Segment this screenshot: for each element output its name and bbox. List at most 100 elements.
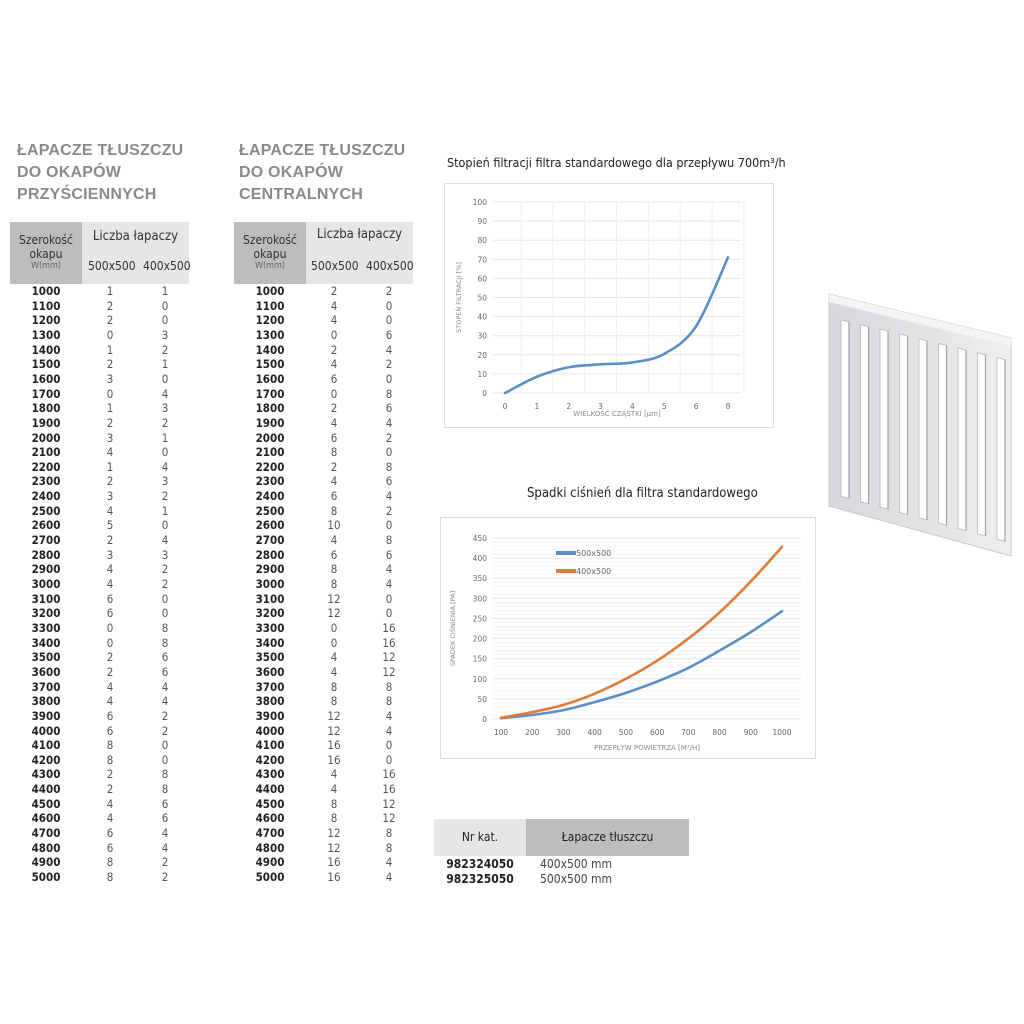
table-row: 4300 4 16 (234, 767, 413, 781)
filter-slot (996, 357, 1006, 542)
grease-filter-image (828, 293, 1012, 557)
table-row: 4500 4 6 (10, 797, 189, 811)
legend-label: 500x500 (576, 549, 611, 558)
count-header: Liczba łapaczy 500x500 400x500 (306, 222, 414, 284)
count-label: Liczba łapaczy (92, 229, 179, 244)
count-400x500: 2 (161, 708, 169, 723)
count-400x500: 4 (385, 723, 393, 738)
table-row: 1600 3 0 (10, 372, 189, 386)
count-500x500: 12 (327, 723, 341, 738)
width-value: 4300 (31, 767, 61, 782)
count-400x500: 6 (385, 327, 393, 342)
table-row: 1100 2 0 (10, 299, 189, 313)
count-500x500: 0 (330, 635, 338, 650)
width-value: 1600 (255, 371, 285, 386)
count-500x500: 4 (106, 445, 114, 460)
count-400x500: 0 (161, 445, 169, 460)
width-value: 3200 (31, 606, 61, 621)
count-500x500: 3 (106, 489, 114, 504)
x-tick-label: 2 (566, 402, 571, 411)
count-400x500: 0 (385, 313, 393, 328)
table-row: 1800 2 6 (234, 401, 413, 415)
count-500x500: 6 (106, 606, 114, 621)
count-400x500: 0 (161, 591, 169, 606)
width-value: 5000 (255, 870, 285, 884)
catalog-product: 400x500 mm (540, 857, 613, 871)
x-tick-label: 600 (650, 728, 665, 737)
table-row: 4900 8 2 (10, 855, 189, 869)
y-tick-label: 450 (473, 534, 488, 543)
count-400x500: 0 (161, 738, 169, 753)
width-value: 1700 (255, 386, 285, 401)
y-axis-label: STOPEŃ FILTRACJI [%] (454, 262, 463, 333)
width-value: 4500 (255, 796, 285, 811)
count-500x500: 6 (106, 708, 114, 723)
width-value: 2400 (31, 489, 61, 504)
chart1-box: 0 10 20 30 40 50 60 70 80 90 100 0 1 2 3 4 5 6 8 WIELKOŚĆ C… (444, 183, 774, 428)
width-value: 3300 (255, 620, 285, 635)
filtration-chart: 0 10 20 30 40 50 60 70 80 90 100 0 1 2 3 4 5 6 8 WIELKOŚĆ C… (454, 198, 745, 418)
count-400x500: 0 (385, 445, 393, 460)
width-value: 4400 (255, 782, 285, 797)
width-value: 3800 (255, 694, 285, 709)
width-value: 3000 (31, 577, 61, 591)
width-value: 3600 (255, 664, 285, 679)
width-value: 3900 (255, 708, 285, 723)
count-500x500: 12 (327, 606, 341, 621)
width-value: 2500 (31, 503, 61, 518)
x-tick-label: 200 (525, 728, 540, 737)
count-400x500: 8 (385, 694, 393, 709)
count-500x500: 8 (106, 855, 114, 870)
count-500x500: 8 (330, 577, 338, 591)
table-row: 1300 0 6 (234, 328, 413, 342)
count-500x500: 0 (106, 620, 114, 635)
count-500x500: 2 (106, 357, 114, 372)
table-row: 4500 8 12 (234, 797, 413, 811)
width-value: 1300 (255, 327, 285, 342)
count-500x500: 6 (330, 547, 338, 562)
count-400x500: 0 (385, 518, 393, 533)
count-500x500: 4 (330, 357, 338, 372)
count-500x500: 2 (106, 415, 114, 430)
count-400x500: 4 (385, 562, 393, 577)
x-tick-label: 100 (494, 728, 509, 737)
width-value: 2200 (255, 459, 285, 474)
count-500x500: 8 (330, 562, 338, 577)
width-value: 1400 (255, 342, 285, 357)
count-500x500: 2 (330, 401, 338, 416)
table-row: 4400 4 16 (234, 782, 413, 796)
count-400x500: 3 (161, 401, 169, 416)
count-400x500: 2 (385, 284, 393, 298)
count-400x500: 6 (161, 664, 169, 679)
table-row: 2300 4 6 (234, 474, 413, 488)
width-value: 3700 (31, 679, 61, 694)
count-500x500: 2 (106, 664, 114, 679)
width-value: 1900 (31, 415, 61, 430)
count-500x500: 6 (330, 371, 338, 386)
count-500x500: 8 (330, 811, 338, 826)
count-400x500: 0 (161, 313, 169, 328)
x-tick-label: 4 (630, 402, 635, 411)
table-row: 2900 8 4 (234, 562, 413, 576)
table-row: 3200 12 0 (234, 606, 413, 620)
count-500x500: 12 (327, 826, 341, 841)
count-500x500: 3 (106, 371, 114, 386)
count-500x500: 3 (106, 547, 114, 562)
count-400x500: 6 (161, 811, 169, 826)
count-400x500: 8 (385, 679, 393, 694)
table-row: 2300 2 3 (10, 474, 189, 488)
width-value: 2400 (255, 489, 285, 504)
catalog-product: 500x500 mm (540, 872, 613, 886)
width-value: 1500 (255, 357, 285, 372)
count-500x500: 4 (330, 313, 338, 328)
count-400x500: 6 (161, 796, 169, 811)
table-row: 1600 6 0 (234, 372, 413, 386)
count-500x500: 8 (330, 503, 338, 518)
table-row: 2500 8 2 (234, 504, 413, 518)
count-400x500: 0 (161, 752, 169, 767)
table-row: 4600 8 12 (234, 811, 413, 825)
count-400x500: 4 (385, 489, 393, 504)
count-500x500: 1 (106, 459, 114, 474)
x-tick-label: 0 (503, 402, 508, 411)
count-400x500: 4 (161, 694, 169, 709)
